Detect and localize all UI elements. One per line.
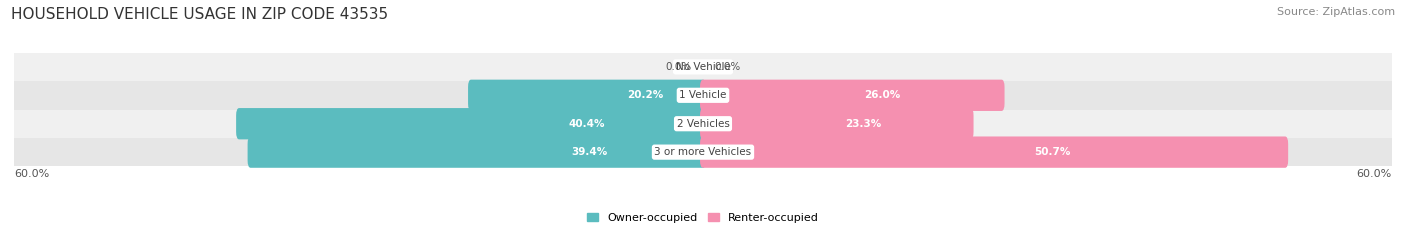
FancyBboxPatch shape xyxy=(700,108,973,139)
Text: 2 Vehicles: 2 Vehicles xyxy=(676,119,730,129)
Text: 0.0%: 0.0% xyxy=(665,62,692,72)
Text: 60.0%: 60.0% xyxy=(1357,169,1392,179)
Text: 39.4%: 39.4% xyxy=(572,147,607,157)
Circle shape xyxy=(700,61,704,73)
Text: 0.0%: 0.0% xyxy=(714,62,741,72)
Text: 40.4%: 40.4% xyxy=(569,119,605,129)
Bar xyxy=(14,81,1392,110)
Text: 20.2%: 20.2% xyxy=(627,90,664,100)
Bar xyxy=(14,138,1392,166)
FancyBboxPatch shape xyxy=(236,108,706,139)
Text: 60.0%: 60.0% xyxy=(14,169,49,179)
FancyBboxPatch shape xyxy=(700,137,1288,168)
Text: HOUSEHOLD VEHICLE USAGE IN ZIP CODE 43535: HOUSEHOLD VEHICLE USAGE IN ZIP CODE 4353… xyxy=(11,7,388,22)
Circle shape xyxy=(702,61,706,73)
Text: No Vehicle: No Vehicle xyxy=(675,62,731,72)
Text: 3 or more Vehicles: 3 or more Vehicles xyxy=(654,147,752,157)
Text: 50.7%: 50.7% xyxy=(1033,147,1070,157)
Text: Source: ZipAtlas.com: Source: ZipAtlas.com xyxy=(1277,7,1395,17)
FancyBboxPatch shape xyxy=(247,137,706,168)
Text: 1 Vehicle: 1 Vehicle xyxy=(679,90,727,100)
Text: 23.3%: 23.3% xyxy=(845,119,882,129)
Bar xyxy=(14,53,1392,81)
Legend: Owner-occupied, Renter-occupied: Owner-occupied, Renter-occupied xyxy=(586,213,820,223)
FancyBboxPatch shape xyxy=(468,80,706,111)
FancyBboxPatch shape xyxy=(700,80,1004,111)
Bar xyxy=(14,110,1392,138)
Text: 26.0%: 26.0% xyxy=(865,90,900,100)
